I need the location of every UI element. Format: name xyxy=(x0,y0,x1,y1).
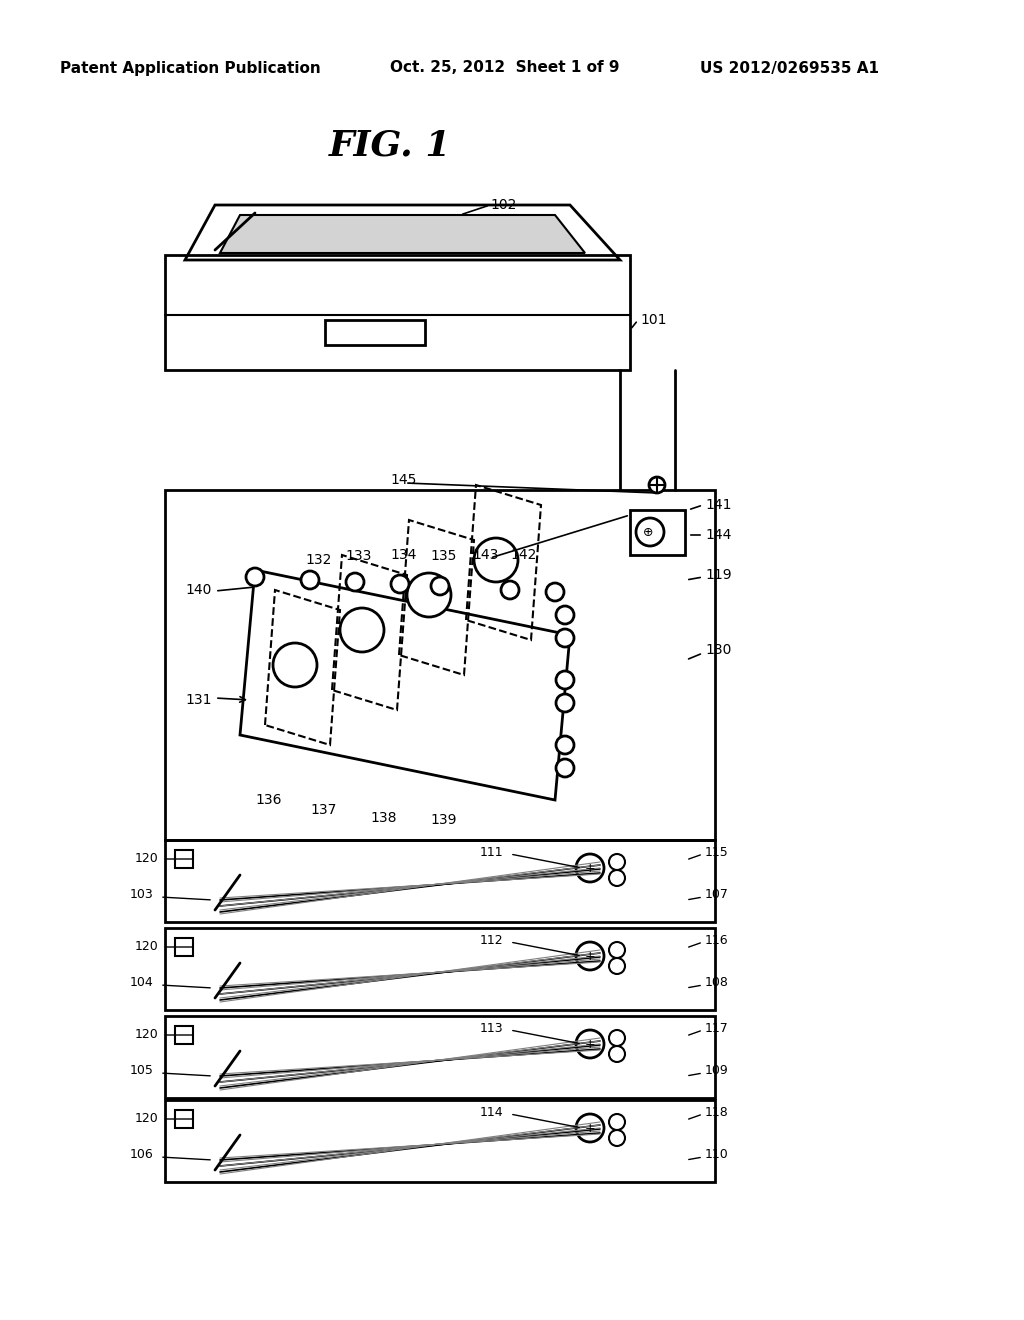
Text: 134: 134 xyxy=(390,548,417,562)
Text: 106: 106 xyxy=(130,1148,154,1162)
Circle shape xyxy=(546,583,564,601)
Text: 142: 142 xyxy=(510,548,537,562)
Text: 112: 112 xyxy=(480,933,504,946)
Text: 137: 137 xyxy=(310,803,336,817)
Bar xyxy=(165,1016,715,1098)
Text: 145: 145 xyxy=(390,473,417,487)
Circle shape xyxy=(556,606,574,624)
Text: 117: 117 xyxy=(705,1022,729,1035)
Text: 102: 102 xyxy=(490,198,516,213)
Circle shape xyxy=(556,737,574,754)
Bar xyxy=(325,319,425,345)
Text: 107: 107 xyxy=(705,888,729,902)
Circle shape xyxy=(575,1114,604,1142)
Text: 144: 144 xyxy=(705,528,731,543)
Circle shape xyxy=(649,477,665,492)
Circle shape xyxy=(609,870,625,886)
Circle shape xyxy=(431,577,449,595)
Circle shape xyxy=(609,1030,625,1045)
Bar xyxy=(175,850,193,869)
Text: 136: 136 xyxy=(255,793,282,807)
Text: 113: 113 xyxy=(480,1022,504,1035)
Circle shape xyxy=(340,609,384,652)
Text: 143: 143 xyxy=(472,548,499,562)
Text: 141: 141 xyxy=(705,498,731,512)
Circle shape xyxy=(556,671,574,689)
Circle shape xyxy=(609,1130,625,1146)
Text: 140: 140 xyxy=(185,583,211,597)
Text: 103: 103 xyxy=(130,888,154,902)
Circle shape xyxy=(556,694,574,711)
Text: US 2012/0269535 A1: US 2012/0269535 A1 xyxy=(700,61,879,75)
Circle shape xyxy=(301,572,319,589)
Bar xyxy=(175,939,193,956)
Text: 116: 116 xyxy=(705,933,729,946)
Text: 130: 130 xyxy=(705,643,731,657)
Text: 105: 105 xyxy=(130,1064,154,1077)
Text: 139: 139 xyxy=(430,813,457,828)
Circle shape xyxy=(575,942,604,970)
Text: 108: 108 xyxy=(705,977,729,990)
Circle shape xyxy=(556,630,574,647)
Bar xyxy=(165,255,630,370)
Bar xyxy=(165,1100,715,1181)
Circle shape xyxy=(575,1030,604,1059)
Bar xyxy=(630,510,685,554)
Polygon shape xyxy=(220,215,585,253)
Text: Oct. 25, 2012  Sheet 1 of 9: Oct. 25, 2012 Sheet 1 of 9 xyxy=(390,61,620,75)
Text: +: + xyxy=(585,862,595,874)
Text: +: + xyxy=(585,949,595,962)
Circle shape xyxy=(474,539,518,582)
Text: 110: 110 xyxy=(705,1148,729,1162)
Text: FIG. 1: FIG. 1 xyxy=(329,128,452,162)
Text: 109: 109 xyxy=(705,1064,729,1077)
Circle shape xyxy=(407,573,451,616)
Text: 120: 120 xyxy=(135,1028,159,1041)
Text: Patent Application Publication: Patent Application Publication xyxy=(60,61,321,75)
Text: 115: 115 xyxy=(705,846,729,858)
Text: ⊕: ⊕ xyxy=(643,525,653,539)
Text: 135: 135 xyxy=(430,549,457,564)
Bar xyxy=(175,1110,193,1129)
Text: 138: 138 xyxy=(370,810,396,825)
Text: 114: 114 xyxy=(480,1106,504,1118)
Text: 119: 119 xyxy=(705,568,731,582)
Circle shape xyxy=(575,854,604,882)
Circle shape xyxy=(609,854,625,870)
Text: 133: 133 xyxy=(345,549,372,564)
Text: 120: 120 xyxy=(135,940,159,953)
Text: +: + xyxy=(585,1122,595,1134)
Text: 120: 120 xyxy=(135,853,159,866)
Text: 111: 111 xyxy=(480,846,504,858)
Circle shape xyxy=(609,942,625,958)
Circle shape xyxy=(609,1114,625,1130)
Circle shape xyxy=(636,517,664,546)
Text: 132: 132 xyxy=(305,553,332,568)
Circle shape xyxy=(273,643,317,686)
Text: 104: 104 xyxy=(130,977,154,990)
Text: +: + xyxy=(585,1038,595,1051)
Text: 101: 101 xyxy=(640,313,667,327)
Text: 120: 120 xyxy=(135,1113,159,1126)
Circle shape xyxy=(391,576,409,593)
Circle shape xyxy=(501,581,519,599)
Text: 118: 118 xyxy=(705,1106,729,1118)
Bar xyxy=(165,840,715,921)
Bar xyxy=(165,490,715,840)
Circle shape xyxy=(246,568,264,586)
Circle shape xyxy=(346,573,364,591)
Bar xyxy=(165,928,715,1010)
Bar xyxy=(175,1026,193,1044)
Circle shape xyxy=(609,958,625,974)
Circle shape xyxy=(609,1045,625,1063)
Circle shape xyxy=(556,759,574,777)
Text: 131: 131 xyxy=(185,693,212,708)
